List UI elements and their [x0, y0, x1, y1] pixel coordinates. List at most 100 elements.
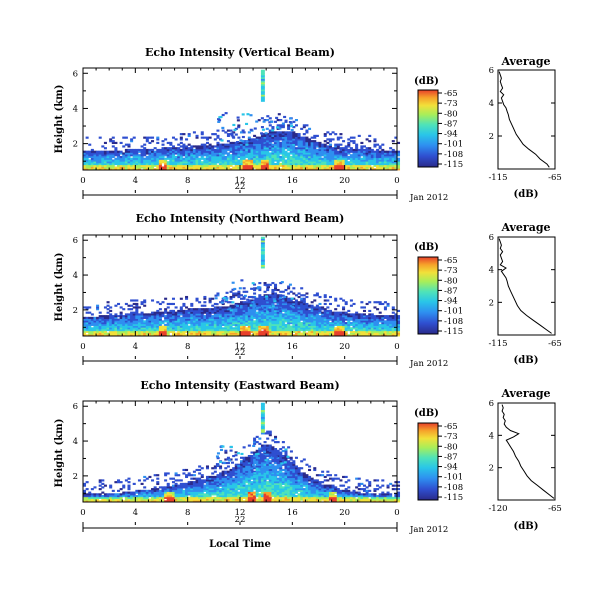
heatmap-cell — [234, 320, 238, 323]
heatmap-cell — [318, 332, 322, 335]
heatmap-cell — [258, 164, 262, 167]
heatmap-cell — [323, 143, 327, 146]
heatmap-cell — [117, 327, 121, 330]
heatmap-cell — [119, 323, 123, 326]
heatmap-cell — [253, 299, 257, 302]
heatmap-cell — [249, 304, 253, 307]
heatmap-cell — [101, 161, 105, 164]
heatmap-cell — [260, 311, 264, 314]
heatmap-cell — [187, 164, 191, 167]
heatmap-cell — [268, 316, 272, 319]
heatmap-cell — [302, 323, 306, 326]
heatmap-cell — [90, 320, 94, 323]
profile-x-tick-label: -65 — [548, 173, 562, 183]
heatmap-cell — [156, 489, 160, 492]
heatmap-cell — [232, 157, 236, 160]
heatmap-cell — [166, 323, 170, 326]
heatmap-cell — [98, 329, 102, 332]
heatmap-cell — [226, 309, 230, 313]
heatmap-cell — [237, 145, 241, 148]
heatmap-cell — [198, 484, 202, 487]
heatmap-cell — [190, 495, 194, 498]
heatmap-cell — [315, 308, 319, 311]
heatmap-cell — [179, 482, 183, 485]
heatmap-cell — [313, 164, 317, 167]
heatmap-cell — [302, 299, 306, 302]
heatmap-cell — [355, 157, 359, 160]
heatmap-cell — [370, 162, 374, 166]
heatmap-cell — [98, 316, 102, 319]
heatmap-cell — [200, 320, 204, 323]
heatmap-cell — [200, 309, 204, 313]
heatmap-cell — [200, 329, 204, 332]
x-tick-label: 0 — [394, 342, 399, 352]
heatmap-cell — [305, 154, 309, 157]
heatmap-cell — [271, 282, 275, 285]
heatmap-cell — [127, 315, 131, 318]
heatmap-cell — [211, 133, 215, 136]
heatmap-cell — [85, 496, 89, 499]
heatmap-cell — [300, 150, 304, 153]
heatmap-cell — [266, 138, 270, 141]
heatmap-cell — [232, 148, 236, 152]
heatmap-cell — [274, 141, 278, 145]
heatmap-cell — [177, 309, 181, 313]
heatmap-cell — [219, 322, 223, 325]
heatmap-cell — [148, 489, 152, 492]
heatmap-cell — [90, 313, 94, 316]
heatmap-cell — [158, 334, 162, 337]
heatmap-cell — [156, 138, 160, 141]
heatmap-cell — [124, 325, 128, 328]
heatmap-cell — [315, 154, 319, 157]
heatmap-cell — [200, 479, 204, 482]
heatmap-cell — [368, 327, 372, 330]
heatmap-cell — [281, 327, 285, 330]
heatmap-cell — [219, 159, 223, 162]
heatmap-cell — [266, 309, 270, 313]
heatmap-cell — [83, 491, 87, 494]
heatmap-cell — [250, 323, 254, 326]
heatmap-cell — [132, 152, 136, 155]
heatmap-cell — [185, 327, 189, 330]
heatmap-cell — [284, 320, 288, 323]
heatmap-cell — [234, 306, 238, 309]
heatmap-cell — [192, 498, 196, 501]
heatmap-cell — [289, 155, 293, 159]
heatmap-cell — [268, 145, 272, 148]
heatmap-cell — [242, 316, 246, 319]
heatmap-cell — [302, 318, 306, 321]
heatmap-cell — [185, 311, 189, 314]
heatmap-cell — [187, 482, 191, 485]
heatmap-cell — [83, 329, 87, 332]
heatmap-cell — [219, 474, 223, 477]
heatmap-cell — [140, 311, 144, 314]
heatmap-cell — [151, 329, 155, 332]
heatmap-cell — [137, 162, 141, 166]
heatmap-cell — [101, 154, 105, 157]
heatmap-cell — [242, 162, 246, 166]
heatmap-cell — [266, 332, 270, 335]
heatmap-cell — [347, 168, 351, 171]
heatmap-cell — [321, 313, 325, 316]
heatmap-cell — [213, 320, 217, 323]
heatmap-cell — [263, 155, 267, 159]
heatmap-cell — [93, 493, 97, 496]
heatmap-cell — [287, 147, 291, 150]
heatmap-cell — [106, 498, 110, 501]
heatmap-cell — [386, 323, 390, 326]
heatmap-cell — [85, 311, 89, 314]
heatmap-cell — [250, 329, 254, 332]
heatmap-cell — [214, 294, 218, 297]
heatmap-cell — [232, 131, 236, 134]
heatmap-cell — [83, 157, 87, 160]
heatmap-cell — [213, 477, 217, 480]
heatmap-cell — [386, 157, 390, 160]
heatmap-cell — [88, 500, 92, 503]
heatmap-cell — [279, 294, 283, 297]
heatmap-cell — [226, 327, 230, 330]
heatmap-cell — [143, 315, 147, 318]
heatmap-cell — [208, 297, 212, 300]
heatmap-cell — [339, 147, 343, 150]
heatmap-cell — [156, 313, 160, 316]
heatmap-cell — [245, 311, 249, 314]
